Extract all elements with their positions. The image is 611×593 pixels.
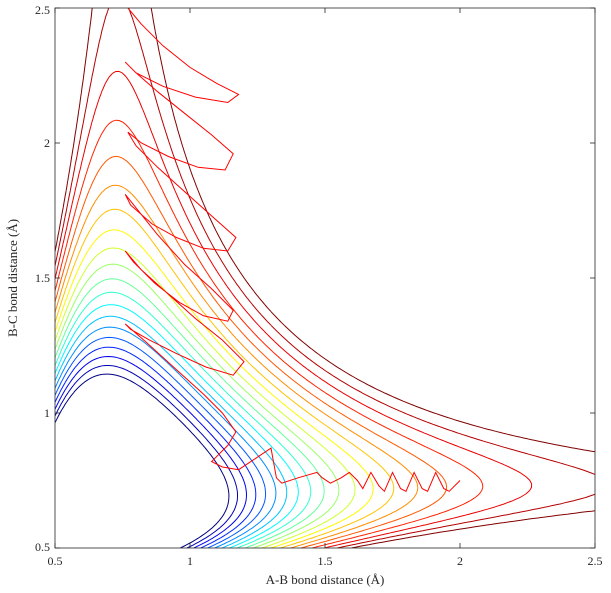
trajectory-line [124,8,461,493]
x-tick-label: 2.5 [588,554,603,568]
y-tick-label: 1 [44,406,50,420]
contour-level-2 [55,365,238,548]
contour-level-5 [55,336,267,548]
y-tick-label: 2.5 [35,3,50,17]
contour-level-6 [55,326,277,548]
x-tick-label: 0.5 [48,554,63,568]
x-tick-label: 1 [187,554,193,568]
contour-level-1 [55,373,230,548]
contour-level-9 [55,291,312,548]
plot-area [55,8,595,548]
y-axis-ticks: 0.5 1 1.5 2 2.5 [35,3,595,554]
x-tick-label: 1.5 [318,554,333,568]
x-axis-label: A-B bond distance (Å) [266,572,385,587]
y-tick-label: 2 [44,136,50,150]
contour-level-4 [55,346,257,548]
y-tick-label: 1.5 [35,271,50,285]
contour-level-3 [55,356,247,548]
x-tick-label: 2 [457,554,463,568]
y-axis-label: B-C bond distance (Å) [5,219,20,337]
y-tick-label: 0.5 [35,540,50,554]
x-axis-ticks: 0.5 1 1.5 2 2.5 [48,8,603,568]
contour-lines [55,8,595,548]
